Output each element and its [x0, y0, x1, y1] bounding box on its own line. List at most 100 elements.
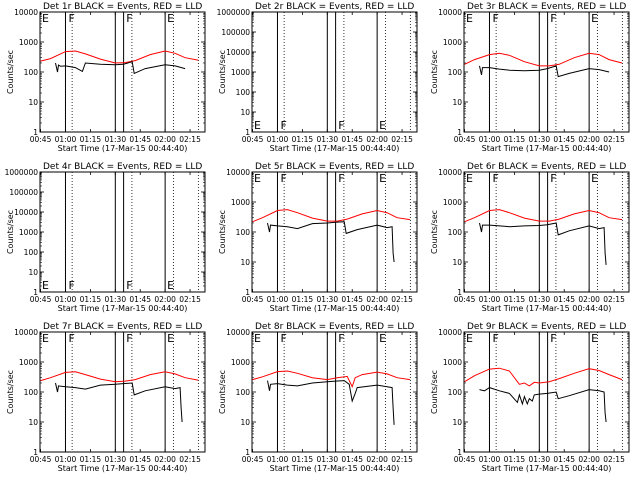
y-tick-label: 1000: [443, 198, 462, 207]
y-tick-label: 10000: [226, 48, 250, 57]
x-tick-label: 01:30: [104, 455, 126, 464]
flag-label: F: [280, 172, 286, 185]
x-tick-label: 00:45: [242, 295, 264, 304]
x-tick-label: 01:15: [504, 135, 526, 144]
panel-title: Det 1r BLACK = Events, RED = LLD: [43, 2, 202, 12]
flag-label: F: [550, 12, 556, 25]
plot-frame: [39, 11, 206, 133]
panel-title: Det 2r BLACK = Events, RED = LLD: [255, 2, 414, 12]
series-line-2: [479, 387, 607, 423]
flag-label: F: [280, 332, 286, 345]
flag-label: E: [466, 332, 473, 345]
y-tick-label: 10000: [14, 208, 38, 217]
panel-title: Det 3r BLACK = Events, RED = LLD: [467, 2, 626, 12]
x-axis-label: Start Time (17-Mar-15 00:44:40): [482, 144, 612, 153]
y-tick-label: 10: [28, 98, 38, 107]
panel-title: Det 6r BLACK = Events, RED = LLD: [467, 162, 626, 172]
flag-label: E: [379, 119, 386, 132]
panel-title: Det 4r BLACK = Events, RED = LLD: [43, 162, 202, 172]
y-axis-label: Counts/sec: [218, 50, 227, 94]
x-tick-label: 01:30: [104, 295, 126, 304]
y-tick-label: 1000000: [5, 168, 39, 177]
y-axis-label: Counts/sec: [430, 370, 439, 414]
flag-label: F: [126, 12, 132, 25]
flag-label: F: [126, 279, 132, 292]
x-axis-label: Start Time (17-Mar-15 00:44:40): [482, 304, 612, 313]
y-axis-label: Counts/sec: [6, 210, 15, 254]
y-tick-label: 1000: [443, 38, 462, 47]
y-tick-label: 1000: [443, 358, 462, 367]
y-tick-label: 1: [33, 448, 38, 457]
x-tick-label: 02:00: [154, 135, 176, 144]
y-tick-label: 10000: [226, 328, 250, 337]
x-tick-label: 01:45: [553, 295, 575, 304]
y-tick-label: 100: [236, 88, 251, 97]
x-tick-label: 01:00: [479, 455, 501, 464]
x-tick-label: 00:45: [30, 135, 52, 144]
flag-label: E: [254, 332, 261, 345]
x-axis-label: Start Time (17-Mar-15 00:44:40): [58, 304, 188, 313]
x-axis-label: Start Time (17-Mar-15 00:44:40): [58, 144, 188, 153]
panel-title: Det 9r BLACK = Events, RED = LLD: [467, 322, 626, 332]
panel-title: Det 7r BLACK = Events, RED = LLD: [43, 322, 202, 332]
flag-label: E: [254, 172, 261, 185]
x-tick-label: 01:30: [316, 295, 338, 304]
y-tick-label: 1: [245, 448, 250, 457]
y-tick-label: 1000: [231, 198, 250, 207]
x-tick-label: 01:45: [553, 135, 575, 144]
flag-label: F: [492, 172, 498, 185]
x-tick-label: 01:15: [292, 135, 314, 144]
x-tick-label: 01:30: [528, 135, 550, 144]
y-axis-label: Counts/sec: [218, 210, 227, 254]
x-tick-label: 01:15: [292, 455, 314, 464]
y-tick-label: 100000: [9, 188, 38, 197]
flag-label: F: [492, 12, 498, 25]
y-tick-label: 1000: [19, 228, 38, 237]
flag-label: F: [338, 119, 344, 132]
x-tick-label: 02:15: [603, 455, 625, 464]
x-tick-label: 00:45: [242, 135, 264, 144]
y-tick-label: 1: [457, 128, 462, 137]
series-line-2: [267, 380, 395, 425]
flag-label: F: [68, 279, 74, 292]
y-axis-label: Counts/sec: [6, 50, 15, 94]
y-tick-label: 100: [236, 388, 251, 397]
y-tick-label: 100: [236, 228, 251, 237]
x-tick-label: 00:45: [454, 135, 476, 144]
flag-label: F: [550, 332, 556, 345]
x-tick-label: 01:15: [504, 455, 526, 464]
y-tick-label: 100000: [221, 28, 250, 37]
series-line-2: [267, 221, 395, 263]
flag-label: E: [379, 332, 386, 345]
x-tick-label: 02:15: [391, 295, 413, 304]
series-line-1: [464, 209, 623, 223]
y-tick-label: 100: [448, 228, 463, 237]
flag-label: F: [68, 332, 74, 345]
x-tick-label: 02:15: [391, 455, 413, 464]
y-tick-label: 1: [245, 128, 250, 137]
x-tick-label: 00:45: [30, 455, 52, 464]
flag-label: E: [591, 12, 598, 25]
x-tick-label: 01:00: [479, 135, 501, 144]
y-tick-label: 10: [452, 258, 462, 267]
series-line-2: [55, 61, 186, 75]
flag-label: E: [466, 12, 473, 25]
y-tick-label: 10: [240, 418, 250, 427]
y-tick-label: 1: [33, 128, 38, 137]
x-tick-label: 01:15: [292, 295, 314, 304]
series-line-1: [252, 209, 411, 223]
flag-label: E: [42, 279, 49, 292]
flag-label: E: [379, 172, 386, 185]
flag-label: E: [591, 332, 598, 345]
x-tick-label: 00:45: [242, 455, 264, 464]
y-tick-label: 1: [33, 288, 38, 297]
x-tick-label: 02:15: [179, 455, 201, 464]
panel-4: Det 4r BLACK = Events, RED = LLD E F F E 00:4…: [5, 162, 206, 313]
flag-label: F: [338, 332, 344, 345]
x-tick-label: 02:00: [366, 295, 388, 304]
